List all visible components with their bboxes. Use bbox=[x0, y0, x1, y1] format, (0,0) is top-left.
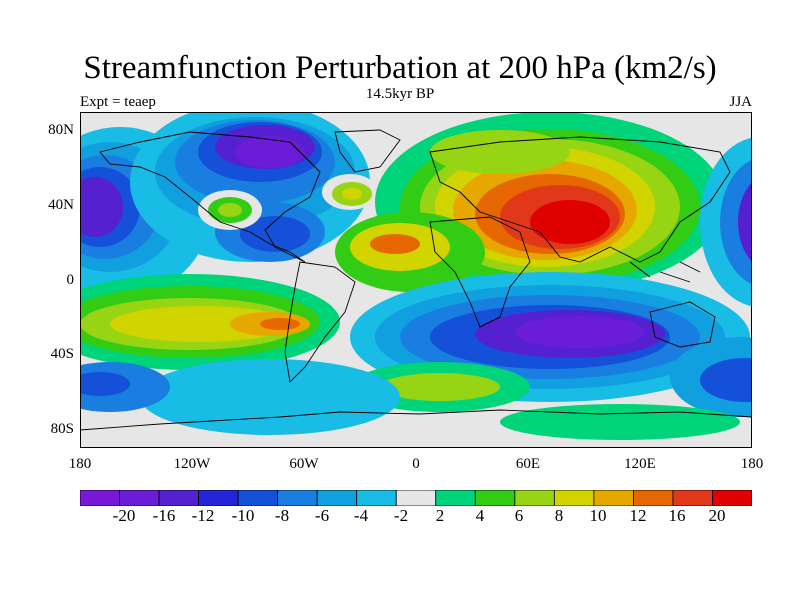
y-tick-label: 40N bbox=[48, 197, 74, 213]
colorbar-label: -16 bbox=[152, 506, 176, 525]
colorbar bbox=[80, 490, 752, 506]
colorbar-swatch bbox=[395, 490, 437, 506]
chart-title: Streamfunction Perturbation at 200 hPa (… bbox=[83, 50, 717, 86]
x-tick-label: 60W bbox=[289, 456, 319, 472]
contour-region bbox=[370, 234, 420, 254]
colorbar-swatch bbox=[712, 490, 752, 506]
colorbar-swatch bbox=[672, 490, 713, 506]
coastlines bbox=[80, 129, 752, 431]
colorbar-swatch bbox=[316, 490, 358, 506]
colorbar-label: -12 bbox=[191, 506, 215, 525]
contour-region bbox=[380, 373, 500, 401]
colorbar-label: -10 bbox=[231, 506, 255, 525]
contour-region bbox=[738, 182, 752, 262]
colorbar-swatch bbox=[158, 490, 199, 506]
colorbar-label: 2 bbox=[435, 506, 445, 525]
season-label: JJA bbox=[729, 94, 752, 110]
y-tick-label: 0 bbox=[66, 272, 75, 288]
contour-region bbox=[235, 136, 305, 168]
colorbar-label: -20 bbox=[112, 506, 136, 525]
contour-region bbox=[80, 372, 130, 396]
antarctica-coastline bbox=[80, 409, 752, 431]
colorbar-label: 6 bbox=[514, 506, 524, 525]
colorbar-label: 4 bbox=[475, 506, 485, 525]
colorbar-swatch bbox=[198, 490, 239, 506]
colorbar-label: 8 bbox=[554, 506, 564, 525]
colorbar-label: 20 bbox=[708, 506, 726, 525]
contour-map bbox=[80, 112, 752, 448]
contour-region bbox=[500, 404, 740, 440]
contour-region bbox=[430, 130, 570, 174]
contour-region bbox=[515, 316, 645, 348]
colorbar-swatch bbox=[593, 490, 634, 506]
chart-subtitle: 14.5kyr BP bbox=[365, 86, 435, 102]
contour-region bbox=[80, 177, 123, 237]
y-tick-label: 40S bbox=[50, 346, 74, 362]
contour-region bbox=[260, 318, 300, 330]
africa-coastline bbox=[429, 216, 531, 328]
contour-region bbox=[240, 216, 310, 252]
colorbar-swatch bbox=[237, 490, 279, 506]
colorbar-swatch bbox=[119, 490, 160, 506]
eurasia-coastline bbox=[429, 136, 731, 263]
x-tick-label: 180 bbox=[68, 456, 92, 472]
colorbar-swatch bbox=[514, 490, 555, 506]
colorbar-label: -8 bbox=[274, 506, 290, 525]
x-tick-label: 60E bbox=[515, 456, 541, 472]
map-frame bbox=[80, 112, 752, 448]
greenland-coastline bbox=[334, 129, 401, 173]
colorbar-label: 12 bbox=[629, 506, 647, 525]
y-tick-label: 80S bbox=[50, 421, 74, 437]
contour-fill-layer bbox=[80, 112, 752, 448]
contour-region bbox=[342, 188, 362, 200]
colorbar-swatch bbox=[435, 490, 476, 506]
colorbar-swatch bbox=[80, 490, 120, 506]
colorbar-swatch bbox=[277, 490, 318, 506]
colorbar-label: -6 bbox=[314, 506, 330, 525]
colorbar-label: -4 bbox=[353, 506, 369, 525]
contour-region bbox=[700, 358, 752, 402]
x-tick-label: 120E bbox=[624, 456, 656, 472]
contour-region bbox=[530, 200, 610, 244]
south-america-coastline bbox=[284, 261, 356, 383]
x-tick-label: 120W bbox=[173, 456, 211, 472]
contour-region bbox=[218, 203, 242, 217]
x-tick-label: 180 bbox=[740, 456, 764, 472]
colorbar-swatch bbox=[553, 490, 595, 506]
colorbar-swatch bbox=[474, 490, 516, 506]
contour-region bbox=[140, 359, 400, 435]
australia-coastline bbox=[649, 301, 716, 348]
colorbar-label: 16 bbox=[668, 506, 686, 525]
colorbar-swatch bbox=[633, 490, 674, 506]
y-tick-label: 80N bbox=[48, 122, 74, 138]
north-america-coastline bbox=[99, 131, 321, 263]
contour-region bbox=[720, 159, 752, 285]
maritime-continent-coastline bbox=[629, 261, 701, 283]
experiment-label: Expt = teaep bbox=[80, 94, 156, 110]
x-tick-label: 0 bbox=[412, 456, 420, 472]
colorbar-label: -2 bbox=[393, 506, 409, 525]
colorbar-label: 10 bbox=[589, 506, 607, 525]
colorbar-swatch bbox=[356, 490, 397, 506]
